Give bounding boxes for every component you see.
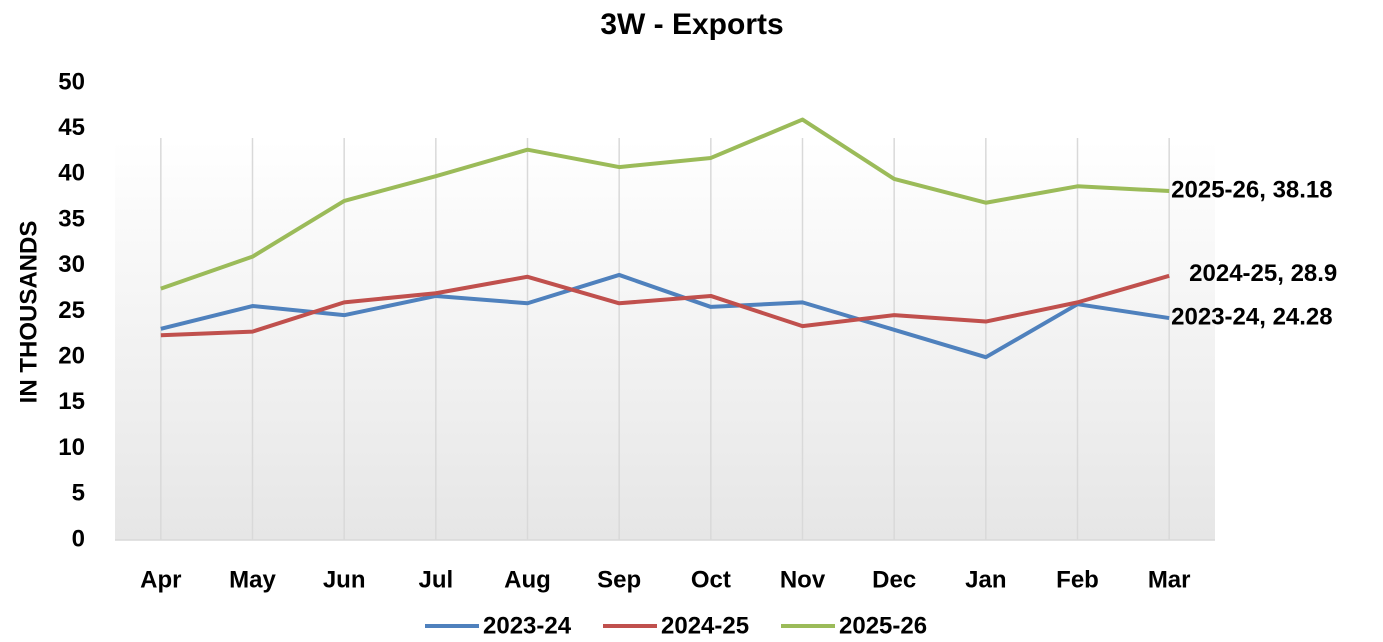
x-tick-label: Jun <box>323 566 366 593</box>
x-tick-label: May <box>229 566 276 593</box>
y-tick-label: 45 <box>58 114 85 141</box>
x-tick-label: Mar <box>1148 566 1191 593</box>
plot-background <box>115 140 1215 540</box>
data-label: 2023-24, 24.28 <box>1171 303 1332 330</box>
line-series <box>160 272 1170 360</box>
legend-label: 2023-24 <box>483 612 572 639</box>
y-tick-label: 40 <box>58 160 85 187</box>
legend-label: 2025-26 <box>839 612 927 639</box>
y-tick-label: 15 <box>58 388 85 415</box>
x-tick-label: Apr <box>140 566 181 593</box>
line-series <box>160 117 1170 291</box>
legend-label: 2024-25 <box>661 612 749 639</box>
y-axis-label: IN THOUSANDS <box>15 221 42 404</box>
y-tick-label: 10 <box>58 434 85 461</box>
x-tick-label: Sep <box>597 566 641 593</box>
x-tick-label: Jul <box>418 566 453 593</box>
data-label: 2025-26, 38.18 <box>1171 176 1332 203</box>
y-tick-label: 5 <box>72 480 85 507</box>
chart-title: 3W - Exports <box>600 8 783 41</box>
x-tick-label: Feb <box>1056 566 1099 593</box>
y-tick-label: 20 <box>58 343 85 370</box>
y-tick-label: 25 <box>58 297 85 324</box>
x-tick-label: Aug <box>504 566 551 593</box>
data-label: 2024-25, 28.9 <box>1189 260 1337 287</box>
y-tick-label: 35 <box>58 205 85 232</box>
x-tick-label: Nov <box>780 566 826 593</box>
y-tick-label: 50 <box>58 68 85 95</box>
x-tick-label: Jan <box>965 566 1006 593</box>
y-tick-label: 30 <box>58 251 85 278</box>
y-tick-label: 0 <box>72 525 85 552</box>
x-tick-label: Dec <box>872 566 916 593</box>
line-series <box>160 273 1170 338</box>
x-tick-label: Oct <box>691 566 731 593</box>
